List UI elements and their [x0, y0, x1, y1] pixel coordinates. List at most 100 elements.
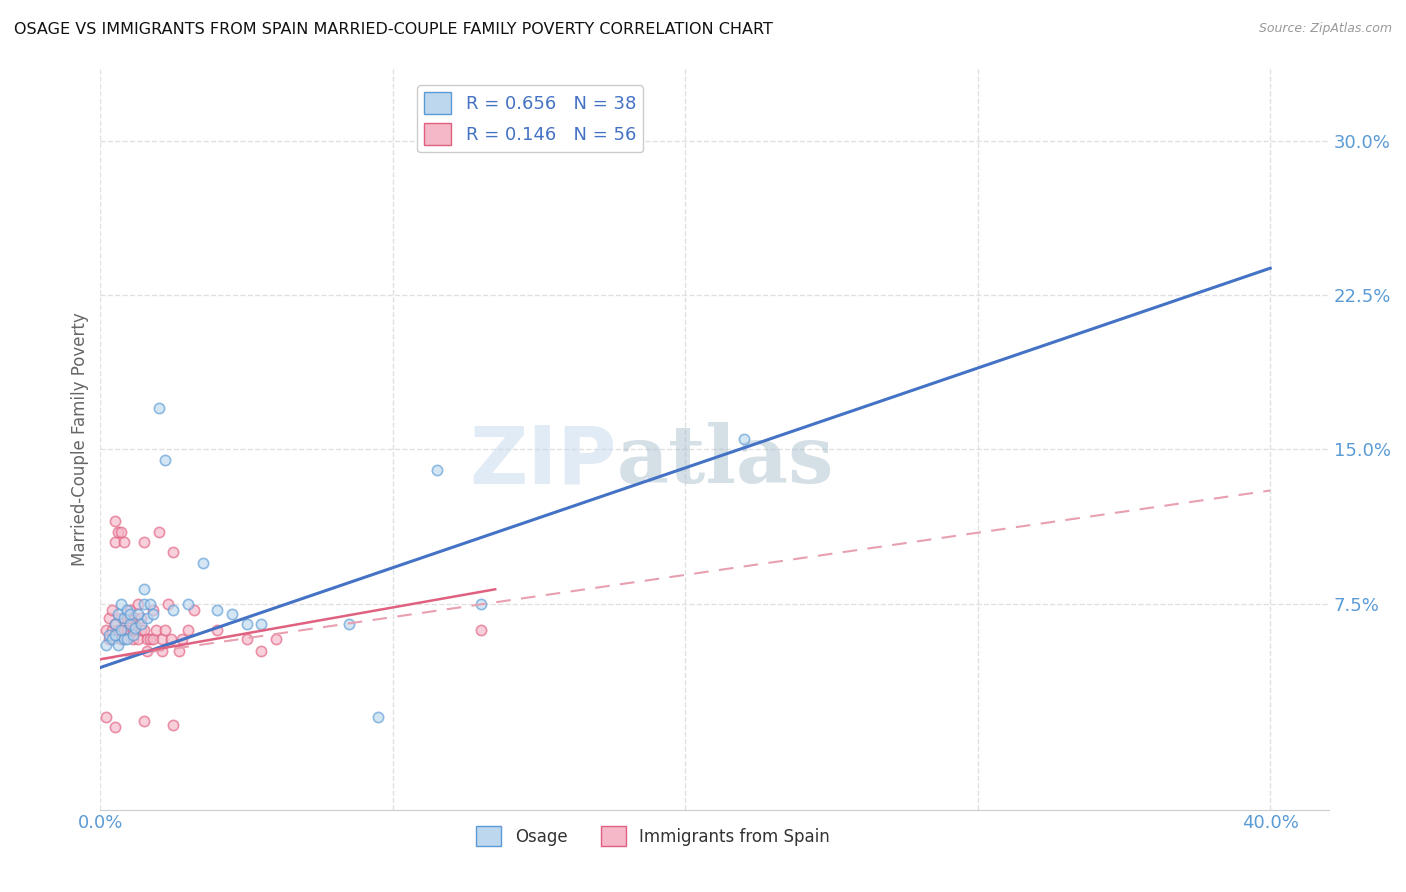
Point [207, 624, 229, 638]
Point [104, 627, 127, 641]
Point [112, 611, 135, 625]
Point [153, 452, 176, 467]
Point [367, 710, 389, 724]
Point [129, 624, 152, 638]
Text: OSAGE VS IMMIGRANTS FROM SPAIN MARRIED-COUPLE FAMILY POVERTY CORRELATION CHART: OSAGE VS IMMIGRANTS FROM SPAIN MARRIED-C… [14, 22, 773, 37]
Point [118, 611, 141, 625]
Point [110, 597, 132, 611]
Point [118, 607, 141, 621]
Point [104, 617, 127, 632]
Point [250, 617, 273, 632]
Point [107, 607, 129, 621]
Point [107, 624, 129, 638]
Point [112, 535, 135, 549]
Point [148, 401, 170, 416]
Point [121, 627, 143, 641]
Point [156, 597, 179, 611]
Point [470, 597, 492, 611]
Point [134, 535, 156, 549]
Point [98, 627, 121, 641]
Point [134, 597, 156, 611]
Point [96, 624, 118, 638]
Text: atlas: atlas [616, 422, 834, 500]
Point [112, 624, 135, 638]
Point [101, 632, 124, 646]
Point [134, 582, 156, 597]
Point [101, 603, 124, 617]
Point [104, 617, 127, 632]
Point [110, 632, 132, 646]
Point [142, 632, 165, 646]
Point [183, 603, 205, 617]
Point [426, 463, 449, 477]
Point [191, 556, 214, 570]
Point [134, 624, 156, 638]
Point [150, 644, 173, 658]
Point [124, 624, 146, 638]
Point [104, 535, 127, 549]
Point [142, 603, 165, 617]
Point [115, 603, 138, 617]
Point [115, 611, 138, 625]
Point [112, 632, 135, 646]
Point [127, 632, 149, 646]
Point [337, 617, 360, 632]
Point [127, 607, 149, 621]
Point [162, 603, 184, 617]
Legend: R = 0.656   N = 38, R = 0.146   N = 56: R = 0.656 N = 38, R = 0.146 N = 56 [418, 85, 644, 153]
Point [127, 597, 149, 611]
Point [169, 644, 191, 658]
Point [115, 624, 138, 638]
Text: ZIP: ZIP [470, 422, 616, 500]
Point [110, 624, 132, 638]
Point [136, 644, 159, 658]
Point [104, 514, 127, 528]
Point [150, 632, 173, 646]
Point [104, 720, 127, 734]
Point [118, 617, 141, 632]
Point [148, 524, 170, 539]
Point [142, 607, 165, 621]
Point [110, 524, 132, 539]
Point [96, 710, 118, 724]
Text: Source: ZipAtlas.com: Source: ZipAtlas.com [1258, 22, 1392, 36]
Point [235, 632, 257, 646]
Point [250, 644, 273, 658]
Point [177, 624, 200, 638]
Point [162, 545, 184, 559]
Point [153, 624, 176, 638]
Point [124, 611, 146, 625]
Point [98, 632, 121, 646]
Point [159, 632, 181, 646]
Point [96, 638, 118, 652]
Point [172, 632, 194, 646]
Point [733, 432, 755, 446]
Point [118, 624, 141, 638]
Point [470, 624, 492, 638]
Point [139, 597, 162, 611]
Point [139, 632, 162, 646]
Point [101, 624, 124, 638]
Point [115, 632, 138, 646]
Point [136, 632, 159, 646]
Point [136, 611, 159, 625]
Point [118, 603, 141, 617]
Point [129, 617, 152, 632]
Point [129, 611, 152, 625]
Point [207, 603, 229, 617]
Point [235, 617, 257, 632]
Point [121, 632, 143, 646]
Y-axis label: Married-Couple Family Poverty: Married-Couple Family Poverty [72, 312, 89, 566]
Point [107, 524, 129, 539]
Point [107, 638, 129, 652]
Point [110, 611, 132, 625]
Point [124, 621, 146, 635]
Point [221, 607, 243, 621]
Point [264, 632, 287, 646]
Point [177, 597, 200, 611]
Point [162, 718, 184, 732]
Point [121, 624, 143, 638]
Point [145, 624, 167, 638]
Point [134, 714, 156, 728]
Point [98, 611, 121, 625]
